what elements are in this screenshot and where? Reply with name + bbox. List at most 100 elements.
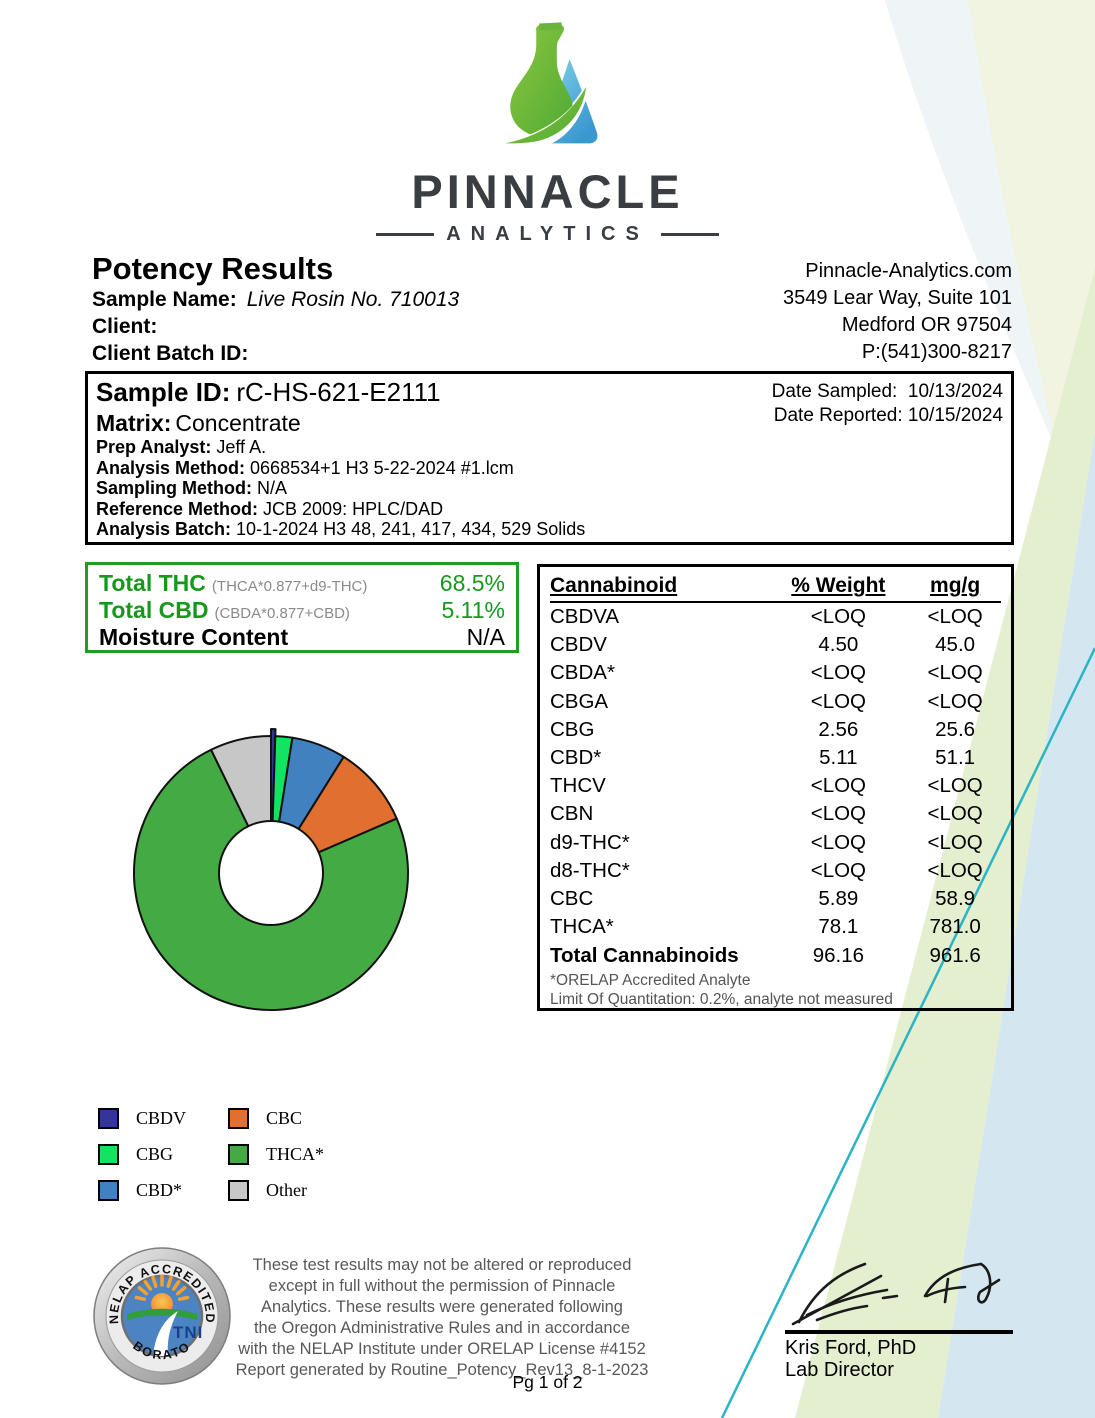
cannabinoid-table: Cannabinoid % Weight mg/g CBDVA <LOQ <LOQ C… bbox=[537, 564, 1014, 1011]
sample-id-label: Sample ID: bbox=[96, 377, 231, 407]
cannabinoid-name: CBGA bbox=[550, 689, 609, 713]
flask-logo-icon bbox=[502, 22, 597, 150]
table-row: CBGA <LOQ <LOQ bbox=[550, 688, 1001, 716]
legend-swatch-cbd bbox=[98, 1180, 119, 1201]
totals-label: Total CBD bbox=[99, 597, 209, 623]
totals-formula: (THCA*0.877+d9-THC) bbox=[211, 578, 368, 595]
percent-weight-value: <LOQ bbox=[810, 802, 866, 826]
percent-weight-value: 5.89 bbox=[818, 887, 859, 911]
totals-row: Total THC (THCA*0.877+d9-THC) 68.5% bbox=[99, 570, 505, 597]
brand-name: PINNACLE bbox=[411, 165, 684, 218]
cannabinoid-name: CBDA* bbox=[550, 661, 615, 685]
sample-name-value: Live Rosin No. 710013 bbox=[246, 288, 460, 311]
disclaimer-line: except in full without the permission of… bbox=[268, 1277, 616, 1295]
sample-field-label: Reference Method: bbox=[96, 498, 259, 519]
legend-item: CBDV bbox=[98, 1108, 186, 1129]
date-sampled-line: Date Sampled: 10/13/2024 bbox=[772, 380, 1003, 404]
percent-weight-value: 78.1 bbox=[818, 915, 859, 939]
matrix-value: Concentrate bbox=[175, 410, 301, 436]
page-number: Pg 1 of 2 bbox=[512, 1372, 583, 1392]
signer-name: Kris Ford, PhD bbox=[785, 1337, 917, 1359]
sample-field-label: Analysis Method: bbox=[96, 457, 246, 478]
client-line: Client: bbox=[92, 313, 459, 340]
totals-value: N/A bbox=[466, 624, 505, 650]
lab-phone: P:(541)300-8217 bbox=[861, 341, 1012, 363]
disclaimer-text: These test results may not be altered or… bbox=[232, 1255, 652, 1381]
totals-label: Moisture Content bbox=[99, 624, 289, 650]
legend-swatch-other bbox=[228, 1180, 250, 1201]
client-batch-line: Client Batch ID: bbox=[92, 340, 459, 367]
donut-segment-other bbox=[210, 735, 272, 828]
legend-swatch-thca bbox=[228, 1144, 250, 1165]
date-reported-value: 10/15/2024 bbox=[907, 405, 1003, 426]
brand-rule-left bbox=[376, 233, 435, 236]
sample-field-value: JCB 2009: HPLC/DAD bbox=[263, 498, 444, 519]
cannabinoid-name: CBG bbox=[550, 717, 595, 741]
header-mg-per-g: mg/g bbox=[930, 574, 981, 597]
lab-website: Pinnacle-Analytics.com bbox=[805, 260, 1012, 282]
sample-field: Analysis Batch: 10-1-2024 H3 48, 241, 417… bbox=[96, 519, 1003, 540]
legend-item: THCA* bbox=[228, 1144, 324, 1165]
date-sampled-value: 10/13/2024 bbox=[907, 381, 1003, 402]
company-logo: PINNACLE ANALYTICS bbox=[0, 22, 1095, 246]
percent-weight-value: <LOQ bbox=[810, 830, 866, 854]
disclaimer-line: with the NELAP Institute under ORELAP Li… bbox=[238, 1340, 646, 1358]
cannabinoid-name: d8-THC* bbox=[550, 858, 630, 882]
percent-weight-value: <LOQ bbox=[810, 858, 866, 882]
cannabinoid-name: CBD* bbox=[550, 746, 602, 770]
totals-summary-box: Total THC (THCA*0.877+d9-THC) 68.5% Total C… bbox=[85, 562, 519, 653]
date-sampled-label: Date Sampled: bbox=[771, 381, 898, 402]
cannabinoid-name: THCA* bbox=[550, 915, 614, 939]
nelap-accreditation-seal: TNI NELAP ACCREDITED LABORATORY bbox=[93, 1247, 231, 1385]
legend-label: CBC bbox=[266, 1108, 303, 1128]
matrix-label: Matrix: bbox=[96, 410, 172, 436]
legend-item: CBC bbox=[228, 1108, 324, 1129]
bg-band-blue bbox=[938, 432, 1095, 1418]
mg-per-g-value: <LOQ bbox=[927, 689, 983, 713]
total-cannabinoids-row: Total Cannabinoids 96.16 961.6 bbox=[550, 941, 1001, 971]
totals-value: 5.11% bbox=[441, 597, 505, 623]
percent-weight-value: 5.11 bbox=[819, 746, 858, 770]
date-reported-line: Date Reported: 10/15/2024 bbox=[772, 404, 1003, 428]
totals-label: Total THC bbox=[99, 570, 206, 596]
table-row: THCV <LOQ <LOQ bbox=[550, 772, 1001, 800]
lab-address-line1: 3549 Lear Way, Suite 101 bbox=[782, 287, 1012, 309]
mg-per-g-value: <LOQ bbox=[927, 830, 983, 854]
sample-field-label: Analysis Batch: bbox=[96, 519, 232, 539]
seal-sun-rays bbox=[134, 1274, 190, 1301]
sample-id-value: rC-HS-621-E2111 bbox=[236, 377, 441, 407]
totals-row: Total CBD (CBDA*0.877+CBD) 5.11% bbox=[99, 597, 505, 624]
mg-per-g-value: 58.9 bbox=[935, 887, 976, 911]
cannabinoid-name: THCV bbox=[550, 774, 606, 798]
percent-weight-value: <LOQ bbox=[810, 689, 866, 713]
brand-rule-right bbox=[660, 233, 719, 236]
seal-center-text: TNI bbox=[173, 1323, 203, 1342]
table-row: d8-THC* <LOQ <LOQ bbox=[550, 857, 1001, 885]
total-mg-per-g: 961.6 bbox=[929, 944, 981, 968]
percent-weight-value: 4.50 bbox=[818, 633, 859, 657]
page-title: Potency Results bbox=[92, 251, 334, 286]
sample-field: Analysis Method: 0668534+1 H3 5-22-2024 #… bbox=[96, 458, 1003, 479]
table-row: CBN <LOQ <LOQ bbox=[550, 800, 1001, 828]
legend-label: THCA* bbox=[266, 1144, 325, 1164]
table-row: CBG 2.56 25.6 bbox=[550, 716, 1001, 744]
table-row: CBDVA <LOQ <LOQ bbox=[550, 603, 1001, 631]
sample-fields: Prep Analyst: Jeff A. Analysis Method: 0668… bbox=[96, 437, 1003, 540]
sample-field-value: N/A bbox=[257, 478, 288, 498]
percent-weight-value: <LOQ bbox=[810, 605, 866, 628]
header-percent-weight: % Weight bbox=[791, 574, 886, 597]
donut-segment-thca bbox=[133, 748, 409, 1012]
legend-label: CBD* bbox=[136, 1180, 183, 1200]
sample-field: Prep Analyst: Jeff A. bbox=[96, 437, 1003, 458]
cannabinoid-name: CBC bbox=[550, 887, 594, 911]
mg-per-g-value: <LOQ bbox=[927, 858, 983, 882]
totals-row: Moisture Content N/A bbox=[99, 624, 505, 651]
legend-swatch-cbc bbox=[228, 1108, 250, 1129]
totals-formula: (CBDA*0.877+CBD) bbox=[214, 605, 350, 622]
table-row: CBD* 5.11 51.1 bbox=[550, 744, 1001, 772]
percent-weight-value: <LOQ bbox=[810, 661, 866, 685]
legend-label: CBDV bbox=[136, 1108, 187, 1128]
table-row: THCA* 78.1 781.0 bbox=[550, 913, 1001, 941]
